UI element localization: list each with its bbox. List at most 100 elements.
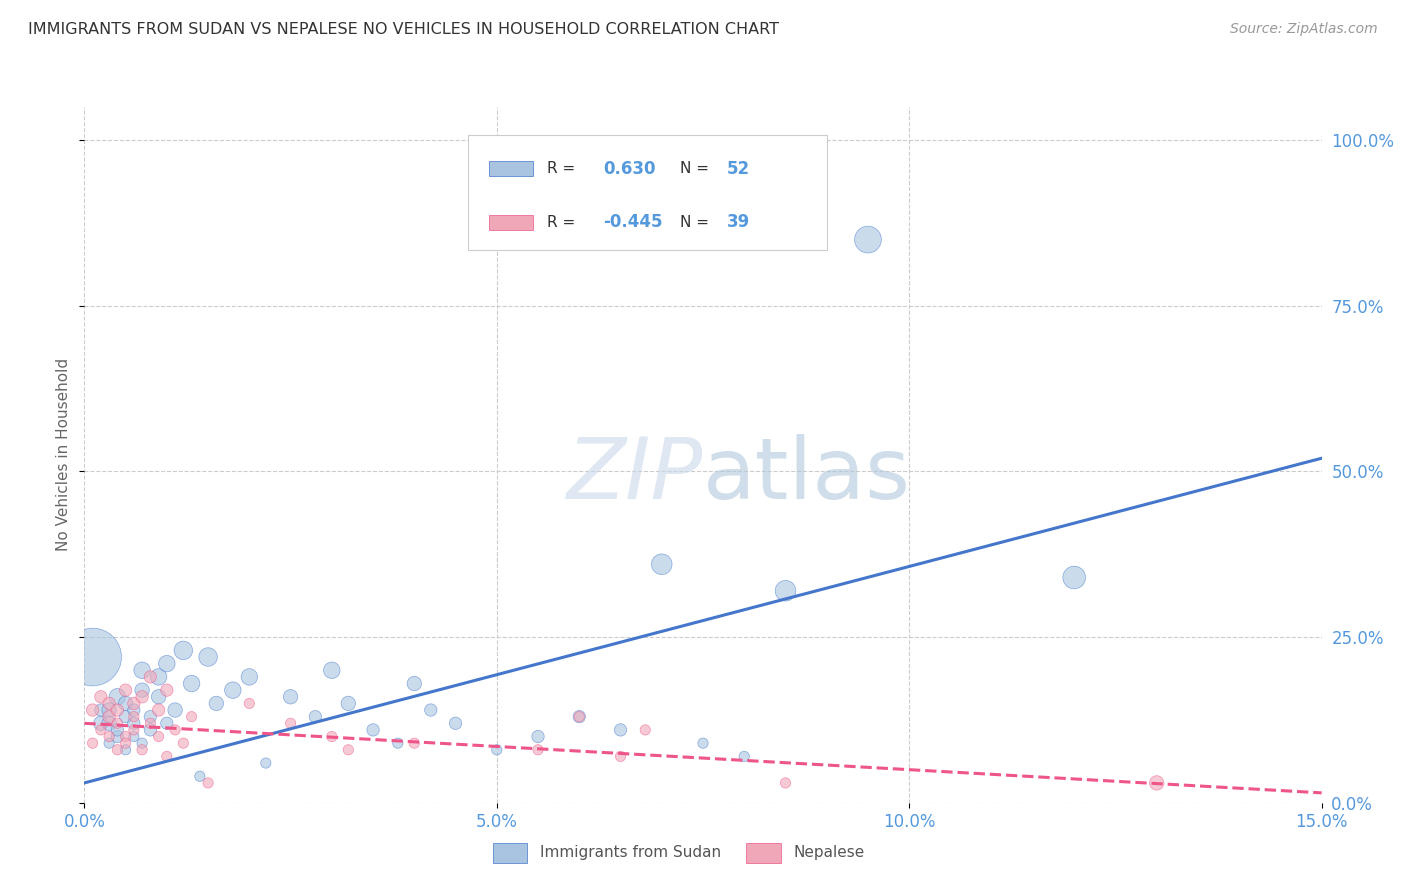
Point — [321, 730, 343, 744]
Text: -0.445: -0.445 — [603, 213, 662, 231]
Point — [105, 723, 128, 737]
Point — [122, 723, 145, 737]
Point — [156, 716, 179, 731]
Point — [180, 676, 202, 690]
Point — [105, 690, 128, 704]
FancyBboxPatch shape — [489, 161, 533, 177]
Point — [321, 663, 343, 677]
Point — [139, 670, 162, 684]
Point — [180, 709, 202, 723]
Point — [131, 743, 153, 757]
Text: N =: N = — [679, 161, 714, 176]
Point — [165, 723, 187, 737]
Y-axis label: No Vehicles in Household: No Vehicles in Household — [56, 359, 72, 551]
Point — [775, 776, 797, 790]
Text: IMMIGRANTS FROM SUDAN VS NEPALESE NO VEHICLES IN HOUSEHOLD CORRELATION CHART: IMMIGRANTS FROM SUDAN VS NEPALESE NO VEH… — [28, 22, 779, 37]
Point — [238, 697, 260, 711]
Point — [98, 736, 121, 750]
Point — [122, 697, 145, 711]
Text: Source: ZipAtlas.com: Source: ZipAtlas.com — [1230, 22, 1378, 37]
Point — [527, 730, 550, 744]
Point — [692, 736, 714, 750]
Point — [1146, 776, 1168, 790]
Point — [856, 233, 879, 247]
Point — [156, 683, 179, 698]
Point — [733, 749, 755, 764]
Point — [105, 743, 128, 757]
Point — [568, 709, 591, 723]
Point — [609, 749, 631, 764]
Point — [82, 650, 104, 665]
Point — [148, 690, 170, 704]
FancyBboxPatch shape — [492, 843, 527, 863]
Point — [98, 697, 121, 711]
Point — [156, 749, 179, 764]
Point — [114, 743, 136, 757]
Point — [404, 676, 426, 690]
Point — [98, 709, 121, 723]
Point — [222, 683, 245, 698]
Point — [337, 697, 360, 711]
Point — [197, 776, 219, 790]
Point — [419, 703, 441, 717]
Point — [188, 769, 211, 783]
Point — [527, 743, 550, 757]
Point — [197, 650, 219, 665]
Point — [148, 730, 170, 744]
Point — [90, 703, 112, 717]
Point — [205, 697, 228, 711]
Point — [280, 690, 302, 704]
Point — [1063, 570, 1085, 584]
Point — [131, 683, 153, 698]
Point — [114, 683, 136, 698]
Point — [148, 703, 170, 717]
Point — [156, 657, 179, 671]
Text: Nepalese: Nepalese — [793, 846, 865, 861]
Point — [122, 703, 145, 717]
Point — [172, 736, 194, 750]
Point — [114, 736, 136, 750]
Point — [98, 703, 121, 717]
Text: atlas: atlas — [703, 434, 911, 517]
FancyBboxPatch shape — [489, 215, 533, 230]
Point — [172, 643, 194, 657]
Point — [98, 730, 121, 744]
Point — [131, 736, 153, 750]
Point — [122, 730, 145, 744]
Point — [139, 709, 162, 723]
Text: R =: R = — [547, 161, 581, 176]
Text: 39: 39 — [727, 213, 749, 231]
Text: Immigrants from Sudan: Immigrants from Sudan — [540, 846, 721, 861]
Point — [775, 583, 797, 598]
Point — [122, 709, 145, 723]
Point — [139, 723, 162, 737]
Text: N =: N = — [679, 215, 714, 230]
Point — [304, 709, 326, 723]
Point — [82, 736, 104, 750]
Point — [98, 716, 121, 731]
Point — [651, 558, 673, 572]
Point — [105, 716, 128, 731]
Text: 0.630: 0.630 — [603, 160, 655, 178]
Point — [165, 703, 187, 717]
Text: R =: R = — [547, 215, 581, 230]
Point — [609, 723, 631, 737]
Point — [114, 730, 136, 744]
Point — [90, 716, 112, 731]
Point — [337, 743, 360, 757]
Point — [90, 690, 112, 704]
Point — [114, 697, 136, 711]
Point — [568, 709, 591, 723]
Point — [387, 736, 409, 750]
Text: 52: 52 — [727, 160, 749, 178]
Point — [485, 743, 508, 757]
Point — [105, 730, 128, 744]
Point — [404, 736, 426, 750]
Point — [139, 716, 162, 731]
Point — [148, 670, 170, 684]
Point — [105, 703, 128, 717]
Point — [90, 723, 112, 737]
Point — [82, 703, 104, 717]
Point — [238, 670, 260, 684]
Point — [131, 690, 153, 704]
